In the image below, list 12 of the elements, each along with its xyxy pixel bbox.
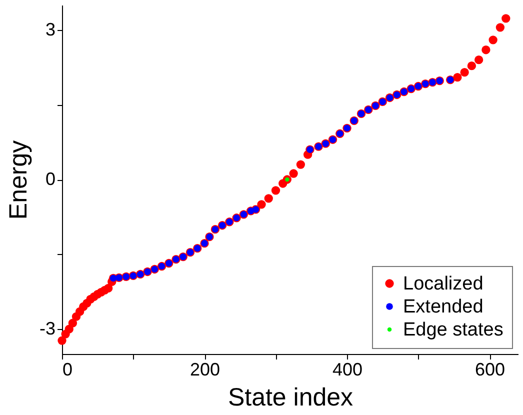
legend-label: Localized — [403, 274, 484, 294]
x-tick-label: 0 — [62, 360, 73, 380]
x-axis-title: State index — [228, 384, 354, 412]
x-tick-label: 200 — [190, 360, 220, 380]
x-tick-label: 600 — [474, 360, 506, 380]
x-tick-label: 400 — [332, 360, 363, 380]
legend-label: Edge states — [403, 320, 504, 340]
legend-label: Extended — [403, 296, 484, 318]
y-tick-label: -3 — [39, 318, 56, 339]
y-tick-label: 3 — [45, 19, 56, 40]
y-tick-label: 0 — [45, 169, 56, 189]
y-axis-title: Energy — [4, 140, 32, 220]
